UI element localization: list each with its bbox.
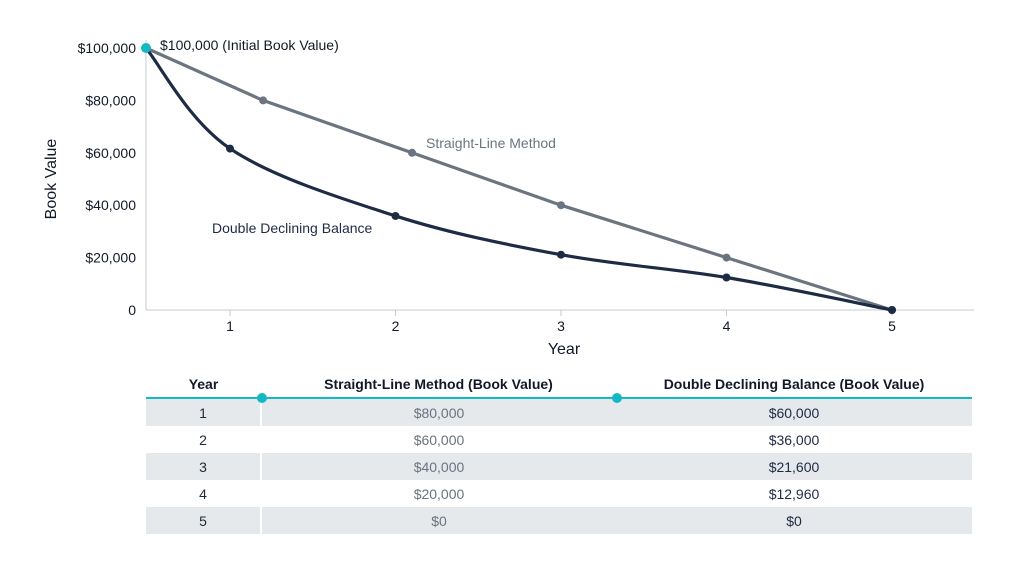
header-divider-dot bbox=[612, 393, 622, 403]
straight-line-point bbox=[557, 201, 565, 210]
cell-year: 5 bbox=[146, 507, 262, 534]
table-row: 5 $0 $0 bbox=[146, 507, 972, 534]
initial-value-marker bbox=[141, 43, 151, 53]
y-tick-label: $40,000 bbox=[85, 197, 136, 213]
cell-year: 4 bbox=[146, 480, 262, 507]
table-row: 1 $80,000 $60,000 bbox=[146, 398, 972, 426]
cell-straight-line: $40,000 bbox=[261, 453, 616, 480]
x-tick-label: 4 bbox=[723, 318, 731, 334]
x-tick-label: 2 bbox=[392, 318, 400, 334]
table-row: 2 $60,000 $36,000 bbox=[146, 426, 972, 453]
book-value-table: Year Straight-Line Method (Book Value) D… bbox=[146, 371, 972, 534]
straight-line-point bbox=[408, 148, 417, 157]
y-tick-label: $60,000 bbox=[85, 145, 136, 161]
x-tick-label: 1 bbox=[226, 318, 234, 334]
header-ddb: Double Declining Balance (Book Value) bbox=[663, 376, 925, 392]
ddb-point bbox=[888, 306, 896, 314]
cell-ddb: $60,000 bbox=[616, 398, 972, 426]
table-row: 3 $40,000 $21,600 bbox=[146, 453, 972, 480]
table-row: 4 $20,000 $12,960 bbox=[146, 480, 972, 507]
y-axis-title: Book Value bbox=[43, 139, 60, 220]
cell-ddb: $0 bbox=[616, 507, 972, 534]
ddb-annotation: Double Declining Balance bbox=[212, 220, 373, 236]
initial-value-annotation: $100,000 (Initial Book Value) bbox=[160, 37, 339, 53]
cell-straight-line: $80,000 bbox=[261, 398, 616, 426]
cell-straight-line: $60,000 bbox=[261, 426, 616, 453]
ddb-point bbox=[722, 273, 731, 282]
ddb-point bbox=[557, 250, 565, 259]
x-axis-title: Year bbox=[548, 341, 581, 358]
cell-ddb: $36,000 bbox=[616, 426, 972, 453]
header-divider-dot bbox=[257, 393, 267, 403]
cell-straight-line: $0 bbox=[261, 507, 616, 534]
y-tick-label: $20,000 bbox=[85, 250, 136, 266]
header-year: Year bbox=[188, 376, 219, 392]
ddb-point bbox=[391, 211, 400, 220]
y-tick-label: $100,000 bbox=[78, 40, 137, 56]
ddb-point bbox=[226, 144, 234, 153]
cell-year: 2 bbox=[146, 426, 262, 453]
straight-line-annotation: Straight-Line Method bbox=[426, 135, 556, 151]
depreciation-chart: 0 $20,000 $40,000 $60,000 $80,000 $100,000 1 2 3… bbox=[43, 37, 974, 358]
ddb-series bbox=[144, 46, 893, 312]
book-value-table-container: Year Straight-Line Method (Book Value) D… bbox=[146, 371, 972, 534]
cell-ddb: $12,960 bbox=[616, 480, 972, 507]
straight-line-point bbox=[722, 253, 731, 262]
y-tick-label: $80,000 bbox=[85, 92, 136, 108]
cell-straight-line: $20,000 bbox=[261, 480, 616, 507]
cell-year: 1 bbox=[146, 398, 262, 426]
y-tick-label: 0 bbox=[128, 302, 136, 318]
x-tick-label: 5 bbox=[888, 318, 896, 334]
x-tick-label: 3 bbox=[557, 318, 565, 334]
header-straight-line: Straight-Line Method (Book Value) bbox=[324, 376, 553, 392]
straight-line-series bbox=[145, 46, 893, 312]
cell-ddb: $21,600 bbox=[616, 453, 972, 480]
straight-line-point bbox=[259, 96, 268, 105]
table-header-row: Year Straight-Line Method (Book Value) D… bbox=[146, 371, 972, 398]
cell-year: 3 bbox=[146, 453, 262, 480]
